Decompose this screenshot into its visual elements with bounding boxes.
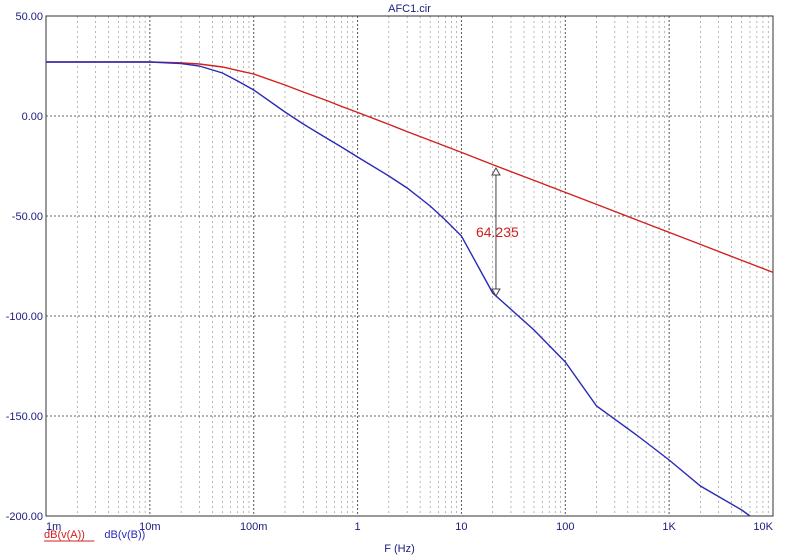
x-tick-label: 100 (556, 521, 574, 533)
x-tick-label: 10K (753, 521, 773, 533)
y-tick-label: 50.00 (15, 11, 43, 23)
legend-entry-2[interactable]: dB(v(B)) (104, 529, 145, 541)
y-tick-label: -50.00 (12, 211, 43, 223)
series-line-2 (46, 61, 751, 517)
x-axis-label: F (Hz) (384, 543, 415, 555)
chart-title: AFC1.cir (388, 3, 431, 15)
legend-entry-1[interactable]: dB(v(A)) (44, 529, 85, 541)
series-layer (46, 61, 774, 517)
measure-label: 64.235 (476, 224, 519, 240)
y-tick-label: -150.00 (6, 411, 43, 423)
grid (45, 15, 774, 517)
x-tick-label: 1K (662, 521, 676, 533)
annotation-layer: 64.235 (476, 166, 519, 298)
y-axis-ticks: 50.00 0.00 -50.00 -100.00 -150.00 -200.00 (6, 11, 43, 523)
x-tick-label: 10m (139, 521, 160, 533)
x-tick-label: 10 (455, 521, 467, 533)
legend: dB(v(A)) dB(v(B)) (44, 529, 145, 542)
series-line-1 (46, 61, 774, 274)
measure-arrow-bottom (491, 288, 501, 298)
y-tick-label: 0.00 (22, 111, 43, 123)
plot-frame (45, 15, 774, 517)
x-tick-label: 1 (355, 521, 361, 533)
x-tick-label: 100m (240, 521, 268, 533)
x-axis-ticks: 1m 10m 100m 1 10 100 1K 10K (46, 521, 774, 533)
measure-arrow-top (491, 166, 501, 176)
x-tick-label: 1m (46, 521, 61, 533)
y-tick-label: -100.00 (6, 311, 43, 323)
y-tick-label: -200.00 (6, 511, 43, 523)
